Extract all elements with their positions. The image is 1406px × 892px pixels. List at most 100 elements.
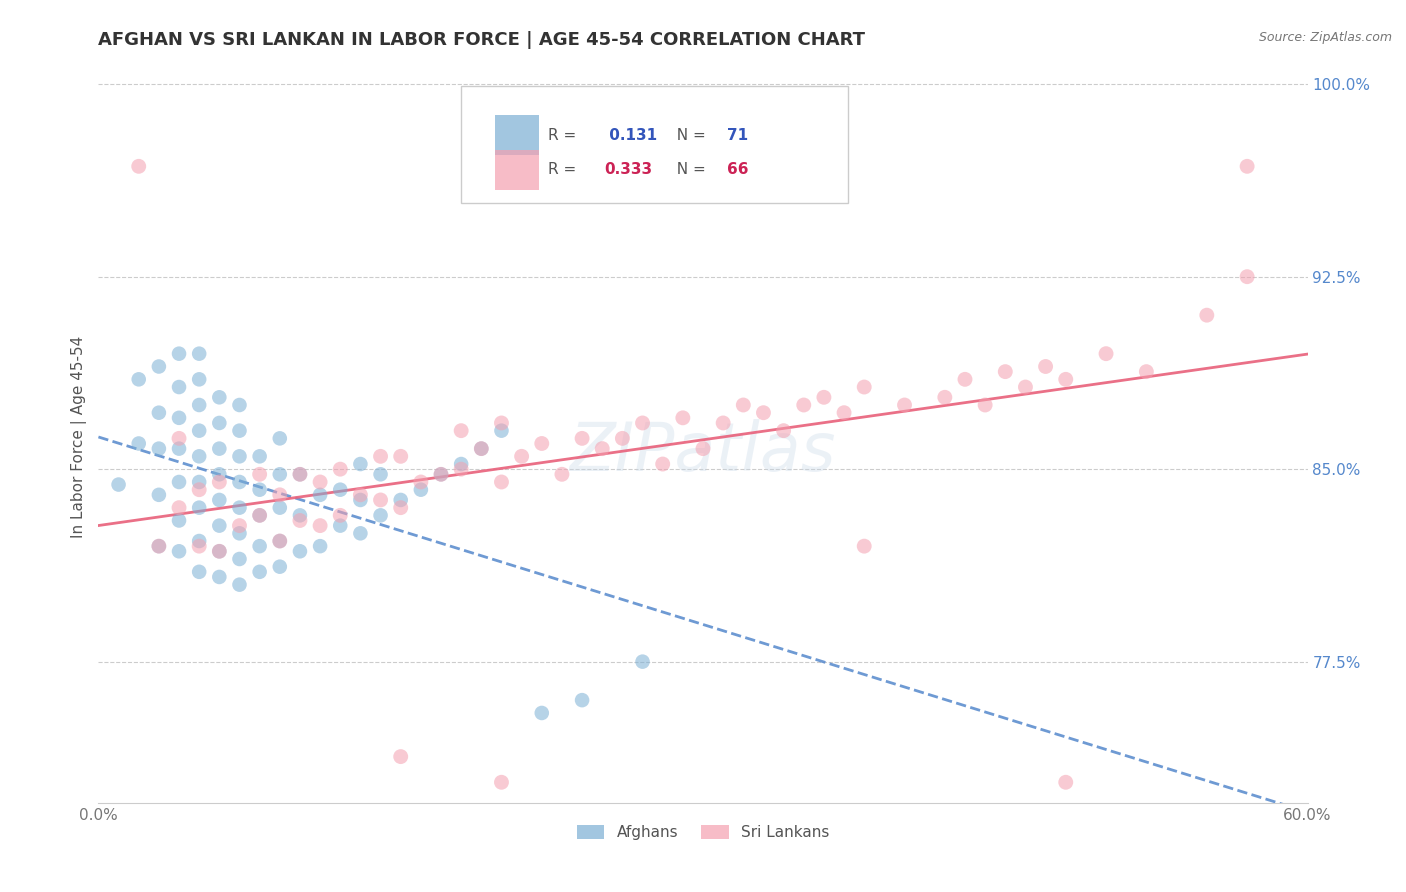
Point [228,577,250,591]
Point [288,467,311,482]
Point [309,518,332,533]
Point [167,431,190,445]
Point [530,706,553,720]
Point [249,539,271,553]
Point [188,500,211,515]
Point [167,442,190,456]
Text: R =: R = [548,128,581,143]
Point [288,514,311,528]
Point [167,380,190,394]
Point [249,565,271,579]
Point [208,475,231,489]
Point [167,544,190,558]
Point [148,539,170,553]
Point [793,398,815,412]
Point [167,500,190,515]
Point [228,552,250,566]
Point [128,436,150,450]
Point [107,477,129,491]
Point [772,424,794,438]
Point [591,442,613,456]
Point [188,475,211,489]
Point [249,450,271,464]
Point [953,372,976,386]
Point [1095,346,1118,360]
Point [228,475,250,489]
Point [269,488,291,502]
Point [389,492,412,507]
Point [813,390,835,404]
Point [994,365,1017,379]
Point [269,467,291,482]
Point [1236,159,1258,173]
Point [167,346,190,360]
Point [631,655,654,669]
Point [450,457,472,471]
Point [430,467,453,482]
Point [389,749,412,764]
Y-axis label: In Labor Force | Age 45-54: In Labor Force | Age 45-54 [72,336,87,538]
Point [329,518,352,533]
Point [672,410,695,425]
Point [571,693,593,707]
Text: N =: N = [666,128,710,143]
Point [370,467,392,482]
Point [470,442,492,456]
Point [188,398,211,412]
FancyBboxPatch shape [495,150,538,190]
Point [309,539,332,553]
Point [470,442,492,456]
FancyBboxPatch shape [461,86,848,203]
Point [208,544,231,558]
Point [188,372,211,386]
Point [208,544,231,558]
Point [450,462,472,476]
Point [1054,775,1077,789]
Point [148,539,170,553]
Text: R =: R = [548,162,581,178]
Text: 0.333: 0.333 [603,162,652,178]
Point [288,544,311,558]
Point [349,488,371,502]
Point [188,534,211,549]
Point [148,488,170,502]
Text: AFGHAN VS SRI LANKAN IN LABOR FORCE | AGE 45-54 CORRELATION CHART: AFGHAN VS SRI LANKAN IN LABOR FORCE | AG… [98,31,866,49]
Point [1236,269,1258,284]
Point [208,518,231,533]
Point [188,565,211,579]
Point [208,416,231,430]
Point [228,518,250,533]
Point [893,398,915,412]
Point [309,488,332,502]
Text: 71: 71 [727,128,748,143]
Point [188,450,211,464]
Point [1035,359,1057,374]
Point [249,508,271,523]
Point [651,457,673,471]
Point [128,372,150,386]
Point [208,570,231,584]
Point [208,390,231,404]
Point [208,442,231,456]
Point [491,416,513,430]
Point [853,539,876,553]
Point [752,406,775,420]
Point [491,424,513,438]
Point [329,508,352,523]
Point [228,500,250,515]
Point [733,398,755,412]
Point [510,450,533,464]
Point [370,508,392,523]
Point [430,467,453,482]
Point [188,539,211,553]
Point [167,475,190,489]
Point [832,406,855,420]
Point [409,483,432,497]
FancyBboxPatch shape [495,115,538,155]
Point [249,508,271,523]
Point [934,390,956,404]
Point [269,500,291,515]
Point [530,436,553,450]
Point [551,467,574,482]
Point [148,359,170,374]
